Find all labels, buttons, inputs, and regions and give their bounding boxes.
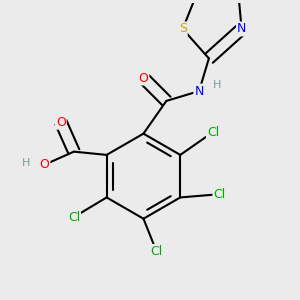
Text: O: O (139, 71, 148, 85)
Text: Cl: Cl (150, 245, 163, 258)
Text: S: S (179, 22, 187, 35)
Text: O: O (56, 116, 66, 129)
Text: H: H (213, 80, 221, 90)
Text: Cl: Cl (213, 188, 226, 201)
Text: Cl: Cl (207, 125, 219, 139)
Text: N: N (194, 85, 204, 98)
Text: Cl: Cl (68, 211, 80, 224)
Text: N: N (237, 22, 246, 35)
Text: H: H (22, 158, 31, 168)
Text: O: O (40, 158, 50, 171)
